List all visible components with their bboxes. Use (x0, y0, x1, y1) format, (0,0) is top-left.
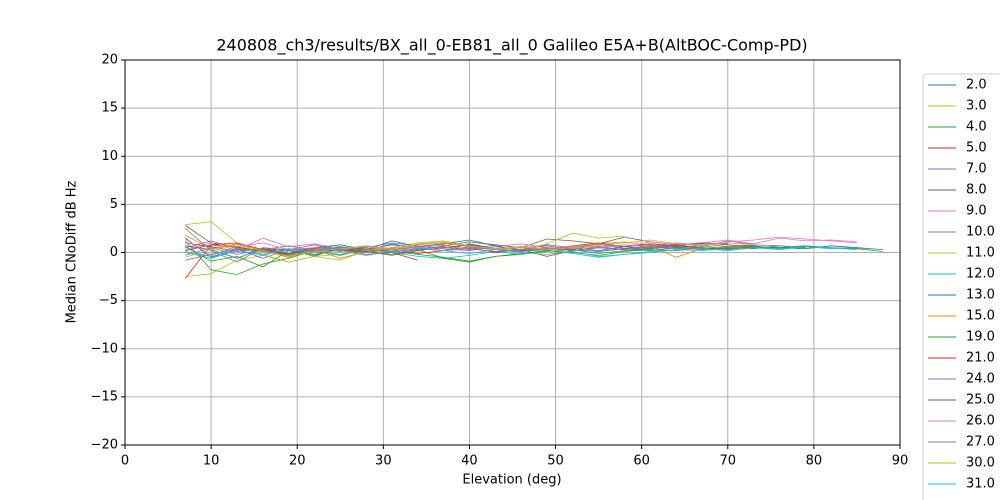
legend-label: 25.0 (966, 393, 995, 408)
legend-label: 9.0 (966, 204, 987, 219)
legend-label: 15.0 (966, 309, 995, 324)
y-tick-label: 0 (110, 245, 118, 260)
x-tick-label: 20 (289, 454, 306, 469)
legend-label: 10.0 (966, 225, 995, 240)
x-tick-label: 80 (806, 454, 823, 469)
series-line (185, 246, 857, 257)
chart-title: 240808_ch3/results/BX_all_0-EB81_all_0 G… (216, 36, 807, 56)
x-tick-label: 30 (375, 454, 392, 469)
series-line (185, 239, 806, 259)
x-tick-label: 40 (461, 454, 478, 469)
legend-label: 19.0 (966, 330, 995, 345)
series-line (185, 239, 754, 258)
legend-label: 2.0 (966, 78, 987, 93)
x-tick-label: 70 (720, 454, 737, 469)
legend-label: 5.0 (966, 141, 987, 156)
x-tick-label: 60 (633, 454, 650, 469)
legend-label: 26.0 (966, 414, 995, 429)
y-tick-label: 10 (101, 149, 118, 164)
series-line (185, 237, 857, 252)
x-tick-label: 10 (203, 454, 220, 469)
legend-label: 4.0 (966, 120, 987, 135)
plot-frame (124, 59, 901, 446)
x-tick-label: 90 (892, 454, 909, 469)
legend-label: 11.0 (966, 246, 995, 261)
legend-label: 24.0 (966, 372, 995, 387)
legend-label: 30.0 (966, 456, 995, 471)
y-tick-label: 5 (110, 197, 118, 212)
legend-label: 21.0 (966, 351, 995, 366)
legend-label: 13.0 (966, 288, 995, 303)
y-tick-label: 15 (101, 101, 118, 116)
x-tick-label: 0 (121, 454, 129, 469)
y-tick-label: −20 (91, 438, 118, 453)
y-tick-label: 20 (101, 53, 118, 68)
series-line (185, 242, 754, 256)
legend-label: 7.0 (966, 162, 987, 177)
legend-label: 3.0 (966, 99, 987, 114)
y-tick-label: −10 (91, 341, 118, 356)
legend-label: 12.0 (966, 267, 995, 282)
legend-label: 27.0 (966, 435, 995, 450)
legend-label: 31.0 (966, 477, 995, 492)
y-tick-label: −15 (91, 389, 118, 404)
legend-label: 8.0 (966, 183, 987, 198)
series-line (185, 221, 625, 263)
x-axis-label: Elevation (deg) (462, 473, 561, 488)
y-tick-label: −5 (99, 293, 118, 308)
x-tick-label: 50 (547, 454, 564, 469)
legend-box (922, 73, 1000, 500)
y-axis-label: Median CNoDiff dB Hz (65, 180, 80, 323)
